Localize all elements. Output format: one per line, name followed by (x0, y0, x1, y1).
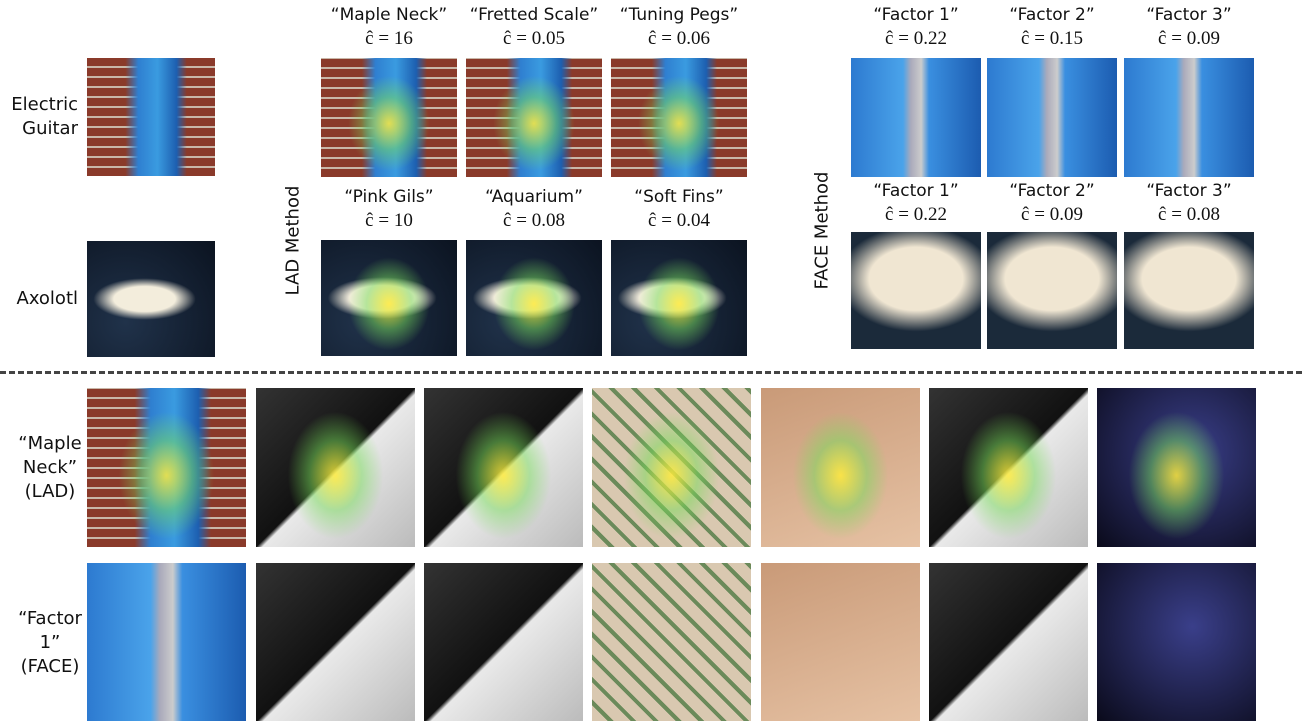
image (256, 388, 415, 547)
concept-score: ĉ = 0.22 (841, 203, 991, 226)
concept-name: “Factor 2” (977, 4, 1127, 27)
image (87, 563, 246, 721)
concept-score: ĉ = 0.09 (977, 203, 1127, 226)
concept-score: ĉ = 0.05 (456, 27, 612, 50)
image (466, 58, 602, 177)
row-label: “Factor 1” (FACE) (12, 607, 88, 679)
concept-name: “Aquarium” (456, 186, 612, 209)
caption: “Pink Gils”ĉ = 10 (311, 186, 467, 232)
image (424, 388, 583, 547)
method-label: FACE Method (812, 151, 833, 311)
image (256, 563, 415, 721)
caption: “Soft Fins”ĉ = 0.04 (601, 186, 757, 232)
caption: “Maple Neck”ĉ = 16 (311, 4, 467, 50)
concept-score: ĉ = 16 (311, 27, 467, 50)
concept-name: “Maple Neck” (311, 4, 467, 27)
image (87, 388, 246, 547)
image (1124, 58, 1254, 177)
concept-score: ĉ = 0.22 (841, 27, 991, 50)
concept-score: ĉ = 0.04 (601, 209, 757, 232)
caption: “Factor 3”ĉ = 0.09 (1114, 4, 1264, 50)
image (1124, 232, 1254, 349)
caption: “Factor 1”ĉ = 0.22 (841, 180, 991, 226)
method-label: LAD Method (283, 161, 304, 321)
caption: “Factor 2”ĉ = 0.15 (977, 4, 1127, 50)
concept-name: “Factor 3” (1114, 4, 1264, 27)
concept-name: “Fretted Scale” (456, 4, 612, 27)
image (424, 563, 583, 721)
image (466, 240, 602, 356)
caption: “Factor 3”ĉ = 0.08 (1114, 180, 1264, 226)
concept-name: “Soft Fins” (601, 186, 757, 209)
caption: “Factor 1”ĉ = 0.22 (841, 4, 991, 50)
concept-name: “Pink Gils” (311, 186, 467, 209)
image (592, 563, 751, 721)
caption: “Factor 2”ĉ = 0.09 (977, 180, 1127, 226)
image (87, 58, 215, 176)
row-label: Axolotl (0, 287, 78, 311)
image (87, 241, 215, 357)
row-label: “Maple Neck” (LAD) (12, 432, 88, 504)
concept-score: ĉ = 10 (311, 209, 467, 232)
image (761, 563, 920, 721)
image (987, 58, 1117, 177)
image (851, 58, 981, 177)
concept-name: “Tuning Pegs” (601, 4, 757, 27)
image (1097, 563, 1256, 721)
separator (0, 371, 1302, 374)
caption: “Aquarium”ĉ = 0.08 (456, 186, 612, 232)
image (987, 232, 1117, 349)
concept-name: “Factor 2” (977, 180, 1127, 203)
image (321, 240, 457, 356)
concept-name: “Factor 1” (841, 4, 991, 27)
image (611, 240, 747, 356)
image (761, 388, 920, 547)
caption: “Tuning Pegs”ĉ = 0.06 (601, 4, 757, 50)
concept-score: ĉ = 0.15 (977, 27, 1127, 50)
image (611, 58, 747, 177)
caption: “Fretted Scale”ĉ = 0.05 (456, 4, 612, 50)
concept-score: ĉ = 0.06 (601, 27, 757, 50)
image (1097, 388, 1256, 547)
concept-score: ĉ = 0.09 (1114, 27, 1264, 50)
concept-score: ĉ = 0.08 (456, 209, 612, 232)
image (851, 232, 981, 349)
image (592, 388, 751, 547)
concept-name: “Factor 1” (841, 180, 991, 203)
figure: LAD Method FACE Method Electric Guitar Ax… (0, 0, 1302, 721)
image (929, 563, 1088, 721)
concept-name: “Factor 3” (1114, 180, 1264, 203)
row-label: Electric Guitar (0, 93, 78, 141)
image (321, 58, 457, 177)
image (929, 388, 1088, 547)
concept-score: ĉ = 0.08 (1114, 203, 1264, 226)
